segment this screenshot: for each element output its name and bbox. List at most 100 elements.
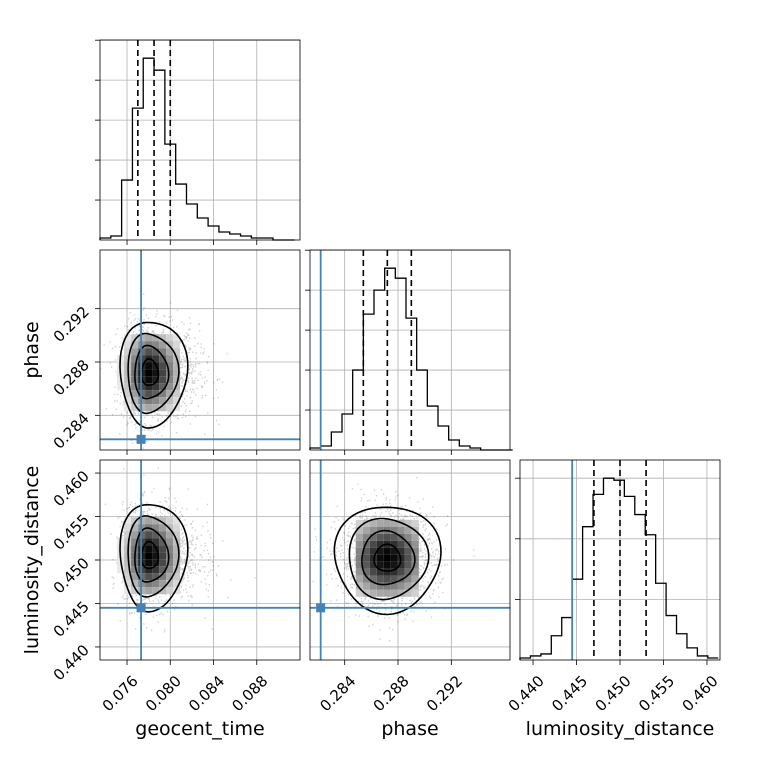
- density-cell: [159, 573, 167, 581]
- density-cell: [124, 580, 132, 588]
- density-cell: [411, 547, 419, 555]
- density-cell: [124, 334, 132, 342]
- density-cell: [411, 519, 419, 527]
- density-cell: [131, 390, 139, 398]
- x-tick-label-luminosity_distance: 0.455: [635, 672, 678, 715]
- density-cell: [404, 589, 412, 597]
- density-cell: [362, 582, 370, 590]
- x-tick-label-geocent_time: 0.088: [228, 672, 271, 715]
- density-cell: [159, 545, 167, 553]
- y-axis-label-luminosity_distance: luminosity_distance: [21, 466, 43, 655]
- density-cell: [152, 355, 160, 363]
- density-cell: [145, 376, 153, 384]
- contour-level: [134, 344, 170, 400]
- density-cell: [145, 348, 153, 356]
- density-cell: [362, 554, 370, 562]
- density-cell: [376, 540, 384, 548]
- density-cell: [355, 561, 363, 569]
- density-cell: [159, 397, 167, 405]
- y-tick-label-luminosity_distance: 0.440: [50, 641, 93, 684]
- truth-marker: [136, 603, 146, 613]
- y-tick-label-phase: 0.284: [50, 409, 93, 452]
- density-cell: [152, 397, 160, 405]
- density-cell: [404, 526, 412, 534]
- x-tick-label-luminosity_distance: 0.460: [679, 672, 722, 715]
- density-cell: [173, 524, 181, 532]
- contour-level: [119, 503, 189, 613]
- density-cell: [173, 341, 181, 349]
- contour-level: [119, 321, 189, 429]
- x-tick-label-geocent_time: 0.076: [99, 672, 142, 715]
- density-cell: [145, 362, 153, 370]
- density-cell: [173, 369, 181, 377]
- density-cell: [390, 554, 398, 562]
- density-cell: [173, 552, 181, 560]
- density-cell: [355, 554, 363, 562]
- density-cell: [145, 341, 153, 349]
- x-tick-label-phase: 0.284: [316, 672, 359, 715]
- density-cell: [152, 587, 160, 595]
- density-cell: [383, 575, 391, 583]
- density-cell: [159, 580, 167, 588]
- density-cell: [390, 533, 398, 541]
- scatter-panel-geocent_time-phase: [95, 249, 301, 455]
- density-cell: [166, 573, 174, 581]
- density-cell: [390, 547, 398, 555]
- density-cell: [173, 573, 181, 581]
- density-cell: [173, 559, 181, 567]
- x-tick-label-luminosity_distance: 0.450: [592, 672, 635, 715]
- density-cell: [159, 348, 167, 356]
- density-cell: [124, 355, 132, 363]
- density-cell: [152, 531, 160, 539]
- x-tick-label-luminosity_distance: 0.445: [548, 672, 591, 715]
- density-cell: [145, 383, 153, 391]
- density-cell: [173, 390, 181, 398]
- density-cell: [355, 526, 363, 534]
- density-cell: [369, 568, 377, 576]
- density-cell: [362, 589, 370, 597]
- density-cell: [131, 524, 139, 532]
- density-cell: [166, 348, 174, 356]
- density-cell: [124, 383, 132, 391]
- density-cell: [404, 561, 412, 569]
- contour-level: [361, 529, 416, 586]
- scatter-content: [100, 460, 300, 660]
- density-cell: [117, 383, 125, 391]
- density-cell: [404, 547, 412, 555]
- histogram-geocent_time: [99, 57, 295, 241]
- density-cell: [166, 390, 174, 398]
- density-cell: [159, 587, 167, 595]
- density-cell: [390, 589, 398, 597]
- density-cell: [145, 369, 153, 377]
- density-cell: [362, 561, 370, 569]
- density-cell: [124, 390, 132, 398]
- density-cell: [173, 376, 181, 384]
- density-cell: [173, 587, 181, 595]
- density-cell: [131, 531, 139, 539]
- density-cell: [131, 517, 139, 525]
- density-cell: [397, 561, 405, 569]
- density-cell: [355, 589, 363, 597]
- density-cell: [152, 376, 160, 384]
- density-cell: [152, 517, 160, 525]
- scatter-panel-geocent_time-luminosity_distance-border: [99, 459, 301, 661]
- density-cell: [159, 559, 167, 567]
- contour-level: [127, 515, 180, 598]
- density-cell: [159, 566, 167, 574]
- density-cell: [376, 561, 384, 569]
- density-cell: [355, 547, 363, 555]
- density-cell: [173, 545, 181, 553]
- density-cell: [369, 561, 377, 569]
- density-cell: [145, 573, 153, 581]
- density-cell: [369, 519, 377, 527]
- density-cell: [159, 362, 167, 370]
- density-cell: [376, 526, 384, 534]
- hist-panel-phase-border: [309, 249, 511, 451]
- contour-level: [127, 332, 180, 415]
- density-cell: [152, 383, 160, 391]
- x-tick-label-geocent_time: 0.080: [142, 672, 185, 715]
- density-cell: [383, 554, 391, 562]
- density-cell: [362, 533, 370, 541]
- x-tick-label-phase: 0.292: [423, 672, 466, 715]
- density-cell: [355, 540, 363, 548]
